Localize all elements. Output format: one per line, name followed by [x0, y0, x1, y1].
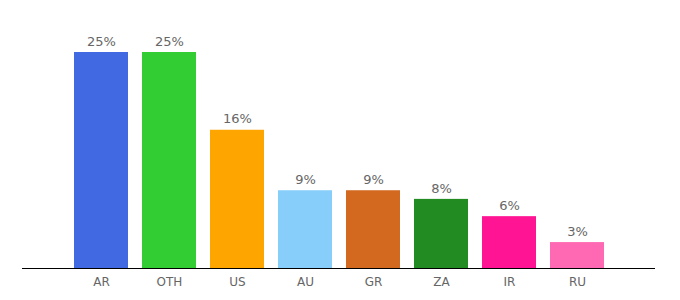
- svg-text:25%: 25%: [87, 34, 116, 49]
- svg-text:GR: GR: [365, 275, 383, 289]
- svg-text:6%: 6%: [499, 198, 520, 213]
- svg-text:IR: IR: [504, 275, 516, 289]
- svg-text:8%: 8%: [431, 181, 452, 196]
- svg-text:ZA: ZA: [433, 275, 450, 289]
- svg-text:RU: RU: [569, 275, 586, 289]
- svg-text:25%: 25%: [155, 34, 184, 49]
- svg-text:3%: 3%: [567, 224, 588, 239]
- svg-text:16%: 16%: [223, 111, 252, 126]
- svg-text:US: US: [229, 275, 245, 289]
- svg-text:9%: 9%: [295, 172, 316, 187]
- svg-text:AR: AR: [93, 275, 110, 289]
- svg-text:AU: AU: [297, 275, 314, 289]
- svg-text:OTH: OTH: [157, 275, 183, 289]
- svg-text:9%: 9%: [363, 172, 384, 187]
